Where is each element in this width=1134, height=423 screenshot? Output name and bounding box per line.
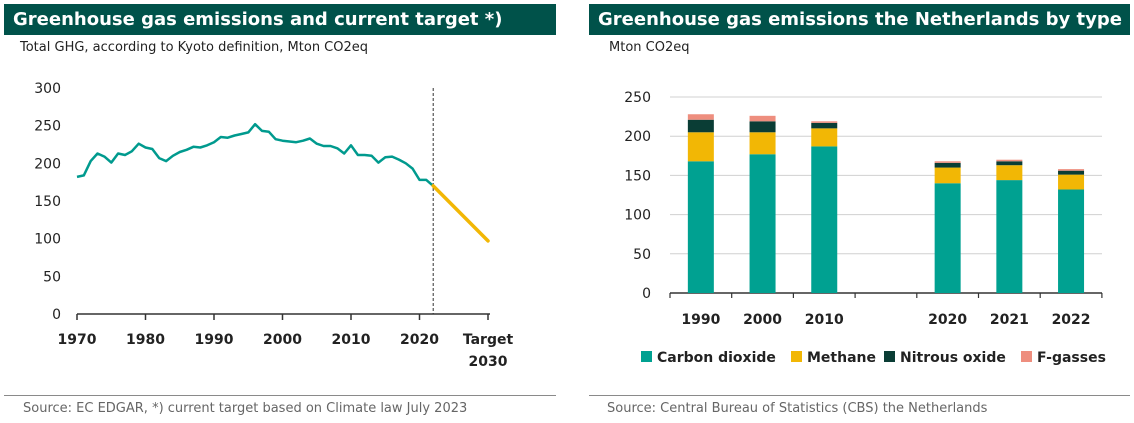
bar-segment <box>687 161 714 293</box>
target-path-line <box>431 184 490 243</box>
x-tick-label: Target 2030 <box>463 332 514 370</box>
bar-segment <box>749 132 776 155</box>
y-tick-label: 100 <box>624 208 651 224</box>
bar-segment <box>934 162 961 168</box>
x-category-label: 2010 <box>805 312 844 328</box>
y-tick-label: 150 <box>624 168 651 184</box>
x-tick-label: 2000 <box>263 332 302 348</box>
y-tick-label: 50 <box>633 247 651 263</box>
y-tick-label: 200 <box>624 129 651 145</box>
y-tick-label: 0 <box>52 307 61 323</box>
bar-segment <box>811 121 838 123</box>
x-category-label: 2020 <box>928 312 967 328</box>
left-footer-divider <box>4 395 556 396</box>
bar-segment <box>687 119 714 133</box>
bar-segment <box>1058 169 1085 171</box>
historical-emissions-line <box>76 122 435 187</box>
left-chart-title: Greenhouse gas emissions and current tar… <box>4 4 556 35</box>
y-tick-label: 100 <box>34 232 61 248</box>
x-category-label: 2021 <box>990 312 1029 328</box>
left-chart-panel: Greenhouse gas emissions and current tar… <box>0 0 556 423</box>
line-chart: 0 50 100 150 200 250 300 1970 1980 1990 2000 2010 20… <box>34 81 514 370</box>
y-tick-label: 150 <box>34 194 61 210</box>
x-tick-label: 1970 <box>58 332 97 348</box>
right-chart-subtitle: Mton CO2eq <box>609 40 690 55</box>
bar-segment <box>749 121 776 133</box>
x-category-label: 1990 <box>681 312 720 328</box>
bar-segment <box>934 167 961 184</box>
bar-segment <box>811 122 838 129</box>
right-chart-panel: Greenhouse gas emissions the Netherlands… <box>585 0 1134 423</box>
bar-segment <box>687 132 714 162</box>
legend-label: Carbon dioxide <box>657 350 776 366</box>
y-tick-label: 0 <box>642 286 651 302</box>
bar-segment <box>996 161 1023 166</box>
bar-segment <box>749 154 776 293</box>
legend-label: F-gasses <box>1037 350 1106 366</box>
bar-segment <box>1058 174 1085 190</box>
bar-segment <box>996 180 1023 293</box>
legend-swatch <box>791 351 802 362</box>
x-tick-label: 2020 <box>400 332 439 348</box>
left-chart-subtitle: Total GHG, according to Kyoto definition… <box>20 40 369 55</box>
bar-segment <box>996 159 1023 162</box>
bar-segment <box>996 165 1023 181</box>
bar-segment <box>1058 170 1085 175</box>
legend-swatch <box>884 351 895 362</box>
legend-swatch <box>641 351 652 362</box>
bar-segment <box>811 146 838 293</box>
stacked-bar-chart: 0 50 100 150 200 250 1990 2000 2010 2020 2021 2022 C… <box>624 90 1106 366</box>
right-chart-source: Source: Central Bureau of Statistics (CB… <box>607 401 988 416</box>
x-tick-label: 1990 <box>195 332 234 348</box>
x-tick-label: 1980 <box>126 332 165 348</box>
bar-segment <box>934 161 961 163</box>
bar-segment <box>811 128 838 147</box>
bar-segment <box>1058 189 1085 293</box>
bar-segment <box>749 115 776 122</box>
bar-segment <box>687 114 714 120</box>
left-chart-source: Source: EC EDGAR, *) current target base… <box>23 401 468 416</box>
y-tick-label: 250 <box>34 119 61 135</box>
y-tick-label: 300 <box>34 81 61 97</box>
y-tick-label: 50 <box>43 269 61 285</box>
right-chart-title: Greenhouse gas emissions the Netherlands… <box>589 4 1130 35</box>
x-category-label: 2022 <box>1052 312 1091 328</box>
right-footer-divider <box>589 395 1130 396</box>
x-tick-label: 2010 <box>332 332 371 348</box>
y-tick-label: 250 <box>624 90 651 106</box>
x-category-label: 2000 <box>743 312 782 328</box>
legend-label: Nitrous oxide <box>900 350 1006 366</box>
y-tick-label: 200 <box>34 156 61 172</box>
bar-segment <box>934 183 961 293</box>
legend-label: Methane <box>807 350 876 366</box>
legend-swatch <box>1021 351 1032 362</box>
